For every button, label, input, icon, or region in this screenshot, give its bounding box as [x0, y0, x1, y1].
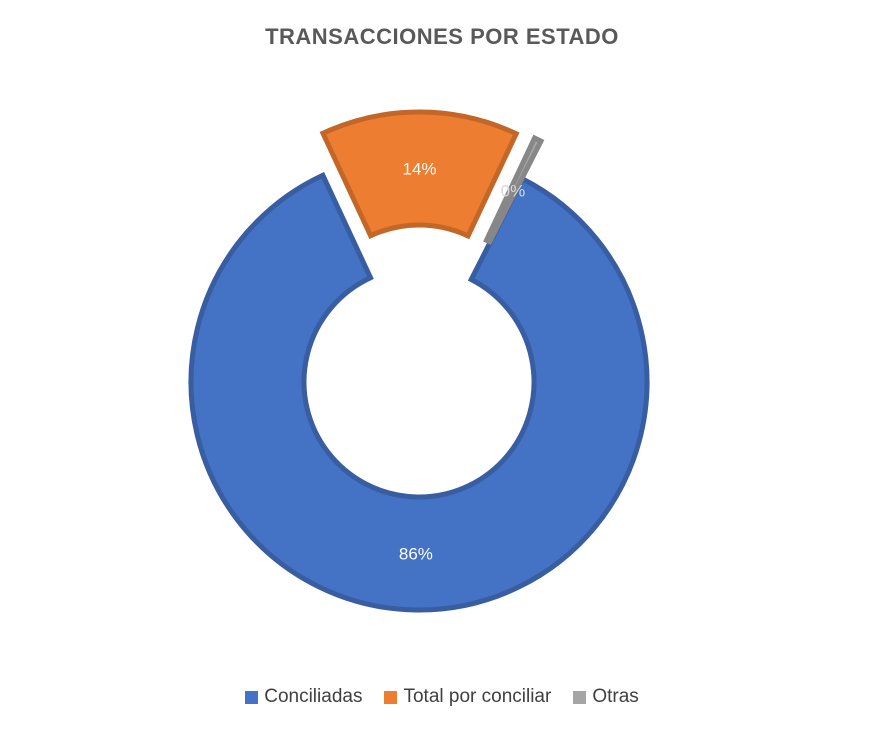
slice-otras[interactable] [483, 134, 545, 246]
legend-item-por-conciliar[interactable]: Total por conciliar [384, 686, 551, 708]
chart-title: TRANSACCIONES POR ESTADO [265, 24, 619, 49]
legend-label-por-conciliar: Total por conciliar [403, 686, 552, 707]
legend-label-otras: Otras [592, 686, 639, 707]
legend: Conciliadas Total por conciliar Otras [0, 686, 884, 708]
slice-conciliadas[interactable] [188, 171, 650, 613]
legend-label-conciliadas: Conciliadas [264, 686, 363, 707]
legend-swatch-conciliadas [245, 690, 259, 704]
data-label-por-conciliar: 14% [402, 160, 436, 179]
legend-item-conciliadas[interactable]: Conciliadas [245, 686, 362, 708]
data-label-otras: 0% [501, 181, 526, 200]
legend-swatch-otras [573, 690, 587, 704]
data-label-conciliadas: 86% [399, 544, 433, 563]
slice-por-conciliar[interactable] [319, 109, 520, 240]
legend-swatch-por-conciliar [384, 690, 398, 704]
legend-item-otras[interactable]: Otras [573, 686, 639, 708]
